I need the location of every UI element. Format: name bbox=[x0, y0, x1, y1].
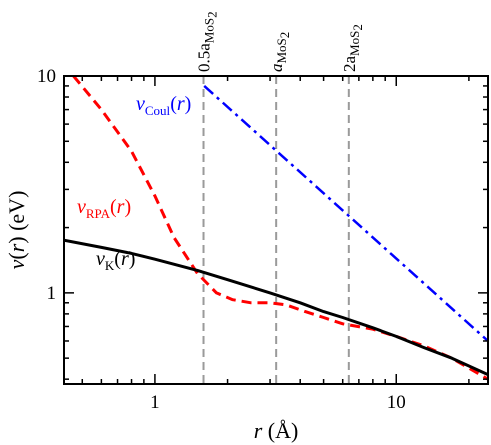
y-axis-label: v(r) (eV) bbox=[4, 191, 29, 270]
series-line-rpa bbox=[72, 76, 488, 381]
reference-lines bbox=[202, 76, 350, 384]
x-axis-label: r (Å) bbox=[254, 418, 299, 443]
axis-ticks bbox=[64, 75, 488, 384]
series-line-k bbox=[64, 238, 488, 376]
y-tick-label: 10 bbox=[37, 66, 56, 87]
reference-line-label-1: 0.5aMoS2 bbox=[195, 11, 220, 72]
series-label-coul: vCoul(r) bbox=[136, 93, 191, 118]
x-tick-label: 1 bbox=[150, 392, 160, 413]
x-tick-label: 10 bbox=[387, 392, 406, 413]
series-label-rpa: vRPA(r) bbox=[77, 196, 131, 221]
series-label-k: vK(r) bbox=[96, 248, 135, 273]
plot-frame bbox=[63, 75, 489, 385]
chart-labels: 0.5aMoS2 aMoS2 2aMoS2 vCoul(r) vRPA(r) vK(r) 1… bbox=[4, 11, 406, 443]
reference-line-label-3: 2aMoS2 bbox=[340, 24, 365, 72]
reference-line-label-2: aMoS2 bbox=[267, 32, 292, 72]
series-lines bbox=[64, 76, 488, 381]
y-tick-label: 1 bbox=[47, 283, 57, 304]
